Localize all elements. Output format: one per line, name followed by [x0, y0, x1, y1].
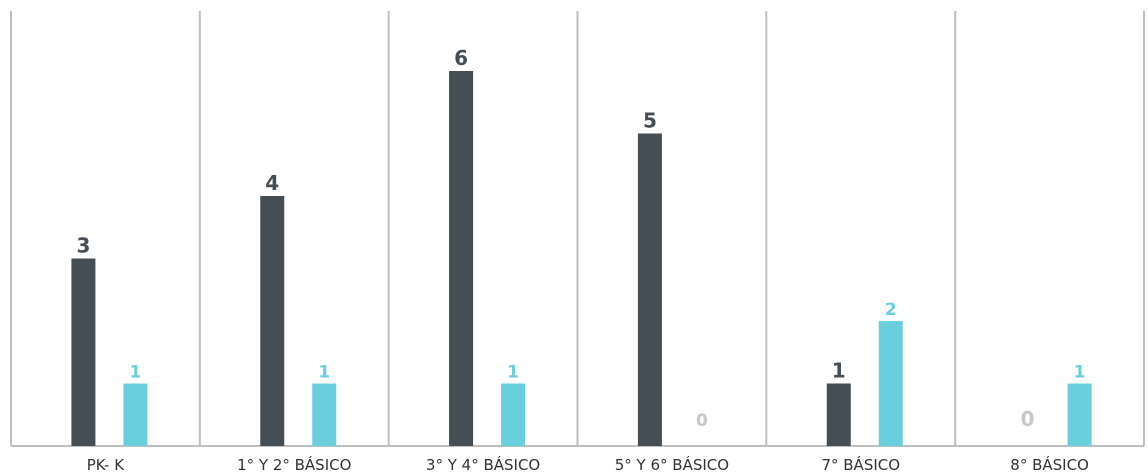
bar-series1-4	[826, 383, 851, 446]
category-label: 5° Y 6° BÁSICO	[615, 455, 729, 474]
value-label-series1-5: 0	[1021, 407, 1035, 431]
bar-series1-0	[71, 258, 96, 446]
value-labels-layer: 3 4 6 5 1 0 1 1 1 0 2 1	[76, 46, 1085, 431]
bar-series1-2	[449, 71, 474, 446]
category-label: 7° BÁSICO	[821, 455, 900, 474]
bar-series2-4	[878, 321, 903, 446]
bars-layer	[71, 71, 1092, 446]
bar-series2-0	[123, 383, 148, 446]
bar-series2-5	[1067, 383, 1092, 446]
value-label-series2-5: 1	[1074, 363, 1086, 383]
value-label-series1-3: 5	[643, 109, 657, 133]
value-label-series2-3: 0	[696, 411, 708, 431]
value-label-series1-2: 6	[454, 46, 468, 70]
category-label: 3° Y 4° BÁSICO	[426, 455, 540, 474]
category-labels-layer: PK- K 1° Y 2° BÁSICO 3° Y 4° BÁSICO 5° Y 6°…	[87, 455, 1089, 474]
value-label-series1-1: 4	[265, 171, 279, 195]
category-label: 8° BÁSICO	[1010, 455, 1089, 474]
category-dividers	[10, 11, 1145, 446]
category-label: 1° Y 2° BÁSICO	[237, 455, 351, 474]
value-label-series2-1: 1	[318, 363, 330, 383]
bar-series2-2	[501, 383, 526, 446]
value-label-series1-4: 1	[832, 359, 846, 383]
bar-series1-3	[637, 133, 662, 446]
value-label-series2-4: 2	[885, 300, 897, 320]
category-label: PK- K	[87, 456, 125, 474]
bar-series1-1	[260, 196, 285, 446]
value-label-series2-0: 1	[129, 363, 141, 383]
value-label-series2-2: 1	[507, 363, 519, 383]
bar-series2-1	[312, 383, 337, 446]
value-label-series1-0: 3	[76, 234, 90, 258]
